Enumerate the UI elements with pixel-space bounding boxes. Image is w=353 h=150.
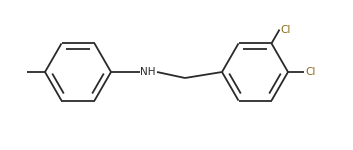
Text: Cl: Cl	[305, 67, 315, 77]
Text: NH: NH	[140, 67, 156, 77]
Text: Cl: Cl	[281, 25, 291, 34]
